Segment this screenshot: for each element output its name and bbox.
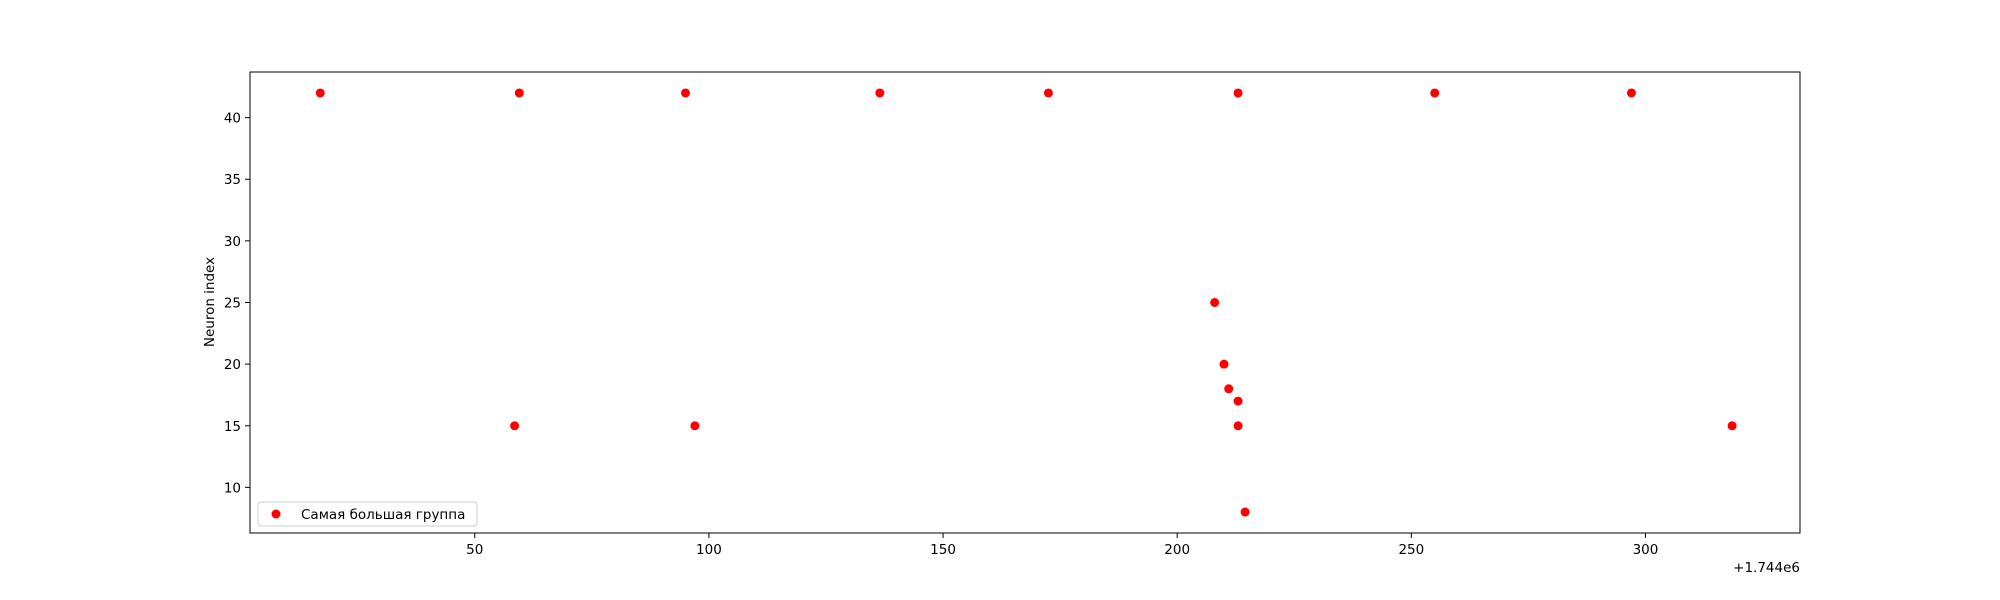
y-tick-label: 10: [224, 480, 241, 496]
data-point: [1043, 88, 1053, 98]
data-point: [1233, 396, 1243, 406]
x-tick-label: 200: [1164, 542, 1190, 558]
data-point: [1210, 298, 1220, 307]
data-point: [514, 88, 524, 98]
y-axis-ticks: 10 15 20 25 30 35 40: [224, 111, 250, 496]
data-point: [1626, 88, 1636, 98]
data-point: [315, 88, 325, 98]
y-tick-label: 15: [224, 419, 241, 435]
legend-label: Самая большая группа: [301, 507, 465, 523]
legend-marker: [271, 509, 281, 519]
data-point: [1233, 421, 1243, 431]
data-point: [1224, 384, 1234, 394]
x-tick-label: 300: [1633, 542, 1659, 558]
y-axis-label: Neuron index: [202, 257, 218, 347]
y-tick-label: 40: [224, 111, 241, 127]
y-tick-label: 20: [224, 357, 241, 373]
y-tick-label: 30: [224, 234, 241, 250]
y-tick-label: 35: [224, 172, 241, 188]
x-tick-label: 250: [1398, 542, 1424, 558]
data-point: [690, 421, 700, 431]
plot-area: [249, 71, 1801, 534]
data-points: [315, 88, 1737, 517]
data-point: [875, 88, 885, 98]
legend: Самая большая группа: [257, 501, 478, 527]
x-tick-label: 150: [930, 542, 956, 558]
x-axis-ticks: 50 100 150 200 250 300: [466, 533, 1658, 558]
data-point: [1727, 421, 1737, 431]
legend-box: [257, 501, 478, 527]
x-tick-label: 100: [696, 542, 722, 558]
x-axis-offset-label: +1.744e6: [1733, 560, 1800, 576]
x-tick-label: 50: [466, 542, 483, 558]
data-point: [1240, 507, 1250, 517]
y-tick-label: 25: [224, 296, 241, 312]
data-point: [1233, 88, 1243, 98]
data-point: [1219, 359, 1229, 369]
data-point: [1430, 88, 1440, 98]
data-point: [510, 421, 520, 431]
data-point: [680, 88, 690, 98]
